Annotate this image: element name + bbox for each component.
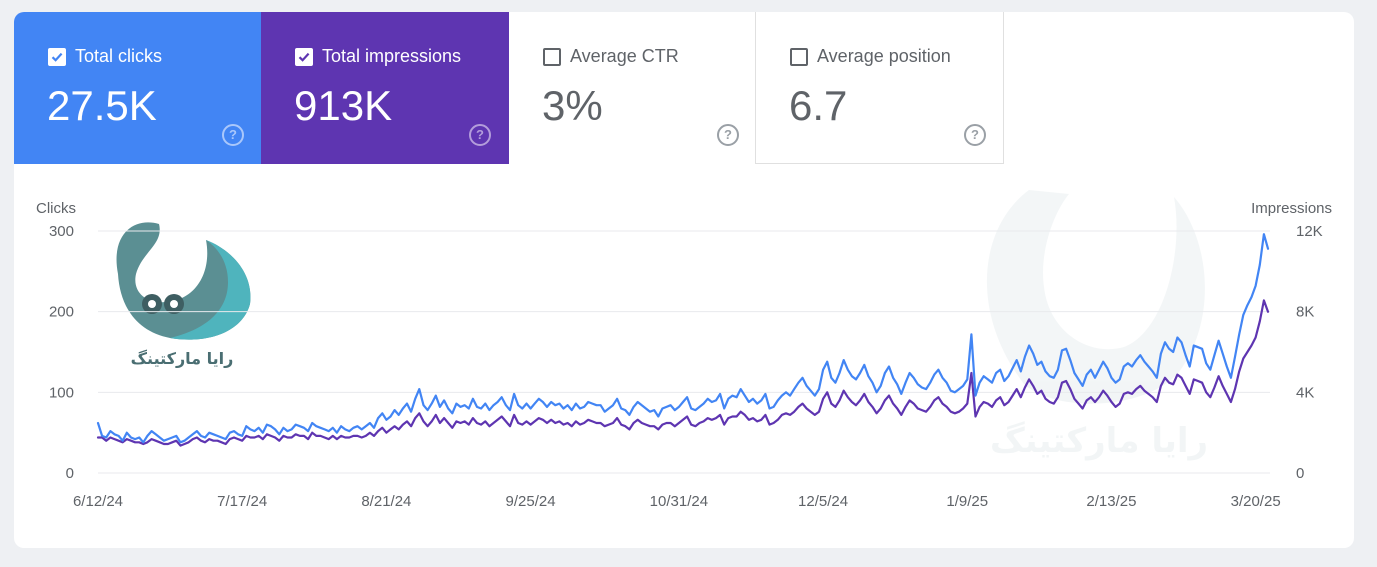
metric-value: 3%	[542, 82, 603, 129]
checkbox-checked-icon[interactable]	[295, 47, 313, 66]
y-tick-right: 0	[1296, 465, 1304, 482]
y-tick-left: 200	[49, 304, 74, 321]
y-axis-label-left: Clicks	[36, 200, 76, 217]
axis-labels: 0 0 100 4K 200 8K 300 12K Clicks Impressions 6/12/…	[36, 200, 1332, 510]
x-tick-label: 6/12/24	[73, 493, 123, 510]
performance-card: Total clicks 27.5K ? Total impressions 9…	[14, 12, 1354, 548]
checkbox-unchecked-icon[interactable]	[790, 47, 808, 66]
clicks-series-line	[96, 233, 1270, 444]
x-tick-label: 8/21/24	[361, 493, 411, 510]
watermark-logo: رایا مارکتینگ	[986, 190, 1208, 461]
performance-chart[interactable]: رایا مارکتینگ رایا مارکتینگ 0 0 100 4K 200 8K…	[14, 12, 1354, 548]
metric-value: 913K	[294, 82, 393, 129]
help-icon[interactable]: ?	[717, 124, 739, 146]
x-tick-label: 12/5/24	[798, 493, 848, 510]
metric-label: Total impressions	[322, 46, 462, 66]
y-tick-right: 8K	[1296, 304, 1314, 321]
y-tick-left: 100	[49, 384, 74, 401]
y-tick-left: 300	[49, 223, 74, 240]
help-icon[interactable]: ?	[964, 124, 986, 146]
x-tick-label: 10/31/24	[650, 493, 708, 510]
y-tick-left: 0	[66, 465, 74, 482]
series-lines	[96, 233, 1270, 447]
metric-average-position[interactable]: Average position 6.7 ?	[756, 12, 1004, 164]
metric-label: Average CTR	[570, 46, 679, 66]
metric-label: Total clicks	[75, 46, 163, 66]
metric-total-clicks[interactable]: Total clicks 27.5K ?	[14, 12, 261, 164]
help-icon[interactable]: ?	[222, 124, 244, 146]
checkbox-checked-icon[interactable]	[48, 47, 66, 66]
metric-average-ctr[interactable]: Average CTR 3% ?	[509, 12, 756, 164]
y-tick-right: 4K	[1296, 384, 1314, 401]
brand-logo-text: رایا مارکتینگ	[131, 349, 234, 368]
metric-label: Average position	[817, 46, 951, 66]
y-axis-label-right: Impressions	[1251, 200, 1332, 217]
x-tick-label: 1/9/25	[946, 493, 988, 510]
metric-total-impressions[interactable]: Total impressions 913K ?	[261, 12, 509, 164]
x-tick-label: 7/17/24	[217, 493, 267, 510]
impressions-series-line	[96, 299, 1270, 447]
x-tick-label: 3/20/25	[1231, 493, 1281, 510]
brand-logo: رایا مارکتینگ	[116, 222, 251, 368]
watermark-text: رایا مارکتینگ	[990, 421, 1208, 461]
grid-lines	[98, 230, 1270, 474]
x-tick-label: 9/25/24	[506, 493, 556, 510]
metric-value: 27.5K	[47, 82, 157, 129]
metric-value: 6.7	[789, 82, 848, 129]
y-tick-right: 12K	[1296, 223, 1323, 240]
checkbox-unchecked-icon[interactable]	[543, 47, 561, 66]
x-tick-label: 2/13/25	[1086, 493, 1136, 510]
help-icon[interactable]: ?	[469, 124, 491, 146]
